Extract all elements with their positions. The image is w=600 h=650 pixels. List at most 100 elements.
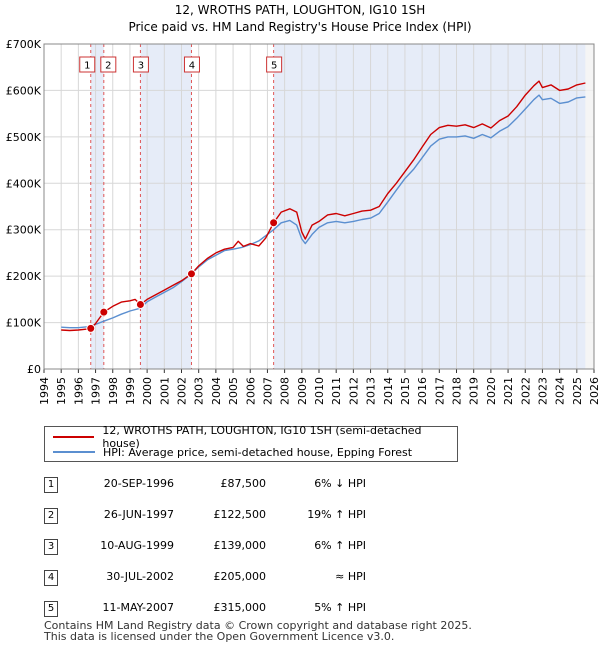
x-tick-label: 2000: [141, 377, 154, 405]
sale-label-box: [132, 56, 149, 73]
sale-label-box: [100, 56, 117, 73]
x-tick-label: 2006: [244, 377, 257, 405]
sale-label-number: 4: [189, 61, 195, 72]
x-tick-label: 2021: [502, 377, 515, 405]
legend-label-hpi: HPI: Average price, semi-detached house,…: [103, 445, 413, 459]
transaction-number-badge: 1: [44, 477, 58, 493]
x-tick-label: 2003: [193, 377, 206, 405]
sale-point: [99, 307, 109, 317]
ownership-shade: [273, 44, 586, 369]
sale-point: [186, 269, 196, 279]
sale-point: [86, 323, 96, 333]
transaction-date: 20-SEP-1996: [103, 477, 174, 490]
plot-border: [43, 43, 595, 370]
footer-line-licence: This data is licensed under the Open Gov…: [44, 630, 395, 643]
chart-legend: 12, WROTHS PATH, LOUGHTON, IG10 1SH (sem…: [44, 424, 458, 462]
sale-label-number: 3: [138, 61, 144, 72]
sale-label-number: 2: [105, 61, 111, 72]
x-tick-label: 2012: [347, 377, 360, 405]
x-tick-label: 2017: [433, 377, 446, 405]
x-tick-label: 1998: [107, 377, 120, 405]
x-tick-label: 1994: [38, 377, 51, 405]
table-row: 4 30-JUL-2002 £205,000 ≈ HPI: [44, 567, 444, 586]
x-tick-label: 2015: [399, 377, 412, 405]
transaction-price: £122,500: [213, 508, 267, 521]
chart-subtitle: Price paid vs. HM Land Registry's House …: [128, 20, 471, 34]
transaction-number-badge: 5: [44, 601, 58, 617]
transaction-price: £87,500: [220, 477, 267, 490]
x-tick-label: 2009: [296, 377, 309, 405]
table-row: 2 26-JUN-1997 £122,500 19% ↑ HPI: [44, 505, 444, 524]
x-tick-label: 1999: [124, 377, 137, 405]
hpi-line: [61, 94, 586, 329]
footer-attribution: Contains HM Land Registry data © Crown c…: [44, 620, 472, 642]
x-tick-label: 2019: [468, 377, 481, 405]
x-tick-label: 2023: [536, 377, 549, 405]
x-tick-label: 2020: [485, 377, 498, 405]
x-tick-label: 1997: [90, 377, 103, 405]
x-tick-label: 2002: [176, 377, 189, 405]
x-tick-label: 2014: [382, 377, 395, 405]
transaction-hpi-comparison: 5% ↑ HPI: [314, 601, 366, 614]
sale-label-number: 1: [84, 61, 90, 72]
footer-line-copyright: Contains HM Land Registry data © Crown c…: [44, 619, 472, 632]
transaction-hpi-comparison: 6% ↑ HPI: [314, 539, 366, 552]
transaction-hpi-comparison: ≈ HPI: [335, 570, 366, 583]
y-tick-label: £0: [27, 363, 41, 376]
x-tick-label: 2007: [261, 377, 274, 405]
transaction-number-badge: 3: [44, 539, 58, 555]
x-tick-label: 2022: [519, 377, 532, 405]
property-line-swatch: [53, 436, 95, 438]
legend-item-hpi: HPI: Average price, semi-detached house,…: [53, 445, 412, 459]
sale-label-box: [266, 56, 283, 73]
transaction-date: 30-JUL-2002: [106, 570, 174, 583]
x-tick-label: 2010: [313, 377, 326, 405]
transaction-price: £139,000: [213, 539, 267, 552]
ownership-shade: [90, 44, 104, 369]
transaction-date: 11-MAY-2007: [102, 601, 174, 614]
y-tick-label: £500K: [6, 131, 42, 144]
transaction-date: 10-AUG-1999: [100, 539, 174, 552]
sale-point: [135, 299, 145, 309]
x-tick-label: 1995: [55, 377, 68, 405]
x-tick-label: 2026: [588, 377, 600, 405]
x-tick-label: 1996: [72, 377, 85, 405]
transaction-date: 26-JUN-1997: [103, 508, 174, 521]
sale-label-number: 5: [271, 61, 277, 72]
table-row: 1 20-SEP-1996 £87,500 6% ↓ HPI: [44, 474, 444, 493]
y-tick-label: £300K: [6, 224, 42, 237]
y-tick-label: £600K: [6, 84, 42, 97]
y-tick-label: £700K: [6, 38, 42, 51]
transaction-hpi-comparison: 19% ↑ HPI: [307, 508, 366, 521]
transaction-number-badge: 4: [44, 570, 58, 586]
y-tick-label: £200K: [6, 270, 42, 283]
x-tick-label: 2001: [158, 377, 171, 405]
legend-label-property: 12, WROTHS PATH, LOUGHTON, IG10 1SH (sem…: [102, 424, 422, 450]
x-tick-label: 2005: [227, 377, 240, 405]
transaction-price: £205,000: [213, 570, 267, 583]
table-row: 5 11-MAY-2007 £315,000 5% ↑ HPI: [44, 598, 444, 617]
x-tick-label: 2025: [571, 377, 584, 405]
x-tick-label: 2016: [416, 377, 429, 405]
sale-point: [269, 218, 279, 228]
price-chart: 12, WROTHS PATH, LOUGHTON, IG10 1SH Pric…: [6, 3, 600, 405]
y-tick-label: £100K: [6, 317, 42, 330]
y-tick-label: £400K: [6, 177, 42, 190]
future-region: [585, 44, 594, 369]
x-tick-label: 2011: [330, 377, 343, 405]
sale-label-box: [79, 56, 96, 73]
chart-title: 12, WROTHS PATH, LOUGHTON, IG10 1SH: [175, 3, 425, 17]
x-tick-label: 2013: [365, 377, 378, 405]
transaction-price: £315,000: [213, 601, 267, 614]
transaction-number-badge: 2: [44, 508, 58, 524]
ownership-shade: [140, 44, 192, 369]
x-tick-label: 2004: [210, 377, 223, 405]
transaction-hpi-comparison: 6% ↓ HPI: [314, 477, 366, 490]
x-tick-label: 2024: [554, 377, 567, 405]
x-tick-label: 2008: [279, 377, 292, 405]
sale-label-box: [183, 56, 200, 73]
legend-item-property: 12, WROTHS PATH, LOUGHTON, IG10 1SH (sem…: [53, 424, 457, 450]
table-row: 3 10-AUG-1999 £139,000 6% ↑ HPI: [44, 536, 444, 555]
hpi-line-swatch: [53, 451, 95, 453]
x-tick-label: 2018: [451, 377, 464, 405]
